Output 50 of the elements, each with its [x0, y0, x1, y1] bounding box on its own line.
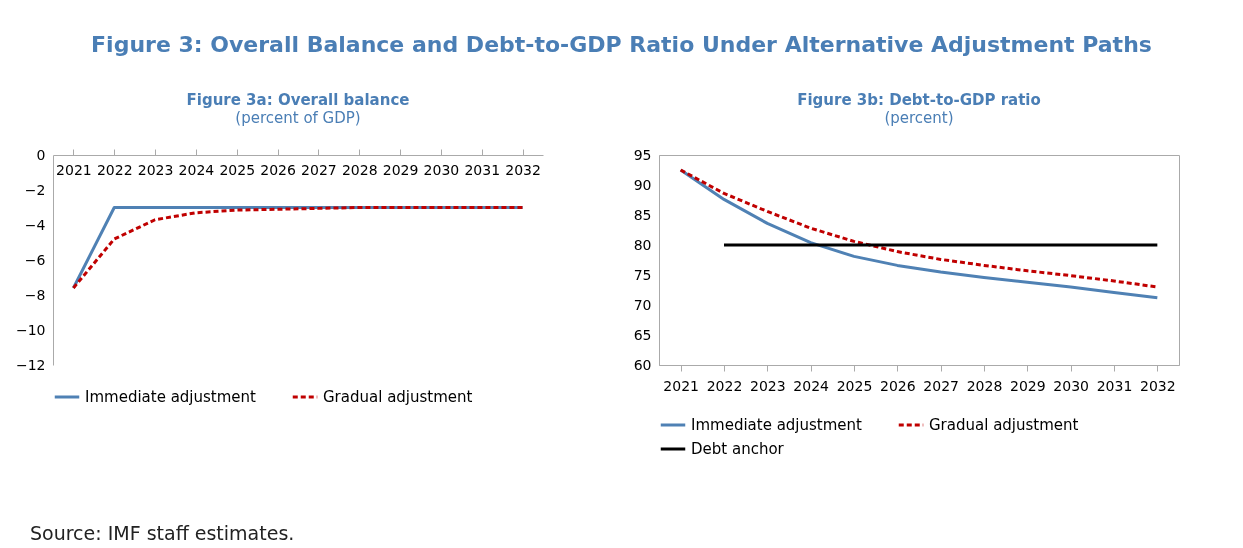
y-tick-label: −10: [15, 321, 46, 338]
x-tick-label: 2031: [464, 161, 501, 178]
x-tick-label: 2021: [56, 161, 92, 178]
x-tick-label: 2024: [178, 161, 215, 178]
x-tick-label: 2031: [1096, 377, 1133, 394]
x-tick-label: 2026: [880, 377, 916, 394]
y-tick-label: −2: [24, 181, 46, 198]
caption: Figure 3: Overall Balance and Debt-to-GDP Ratio Under Alternative Adjustment Paths: [90, 32, 1153, 57]
x-tick-label: 2023: [750, 377, 786, 394]
x-tick-label: 2027: [923, 377, 959, 394]
y-tick-label: −6: [24, 251, 46, 268]
source-note: Source: IMF staff estimates.: [30, 522, 295, 544]
y-tick-label: 90: [633, 176, 652, 193]
legend-label: Immediate adjustment: [85, 388, 257, 406]
legend-label: Gradual adjustment: [323, 388, 473, 406]
x-tick-label: 2022: [96, 161, 133, 178]
x-tick-label: 2032: [505, 161, 541, 178]
legend-label: Immediate adjustment: [691, 416, 863, 434]
chart-subtitle: (percent of GDP): [235, 109, 361, 127]
x-tick-label: 2030: [423, 161, 460, 178]
x-tick-label: 2024: [793, 377, 830, 394]
y-tick-label: 70: [633, 296, 652, 313]
x-tick-label: 2027: [301, 161, 337, 178]
x-tick-label: 2023: [137, 161, 174, 178]
y-tick-label: 0: [36, 146, 46, 163]
x-tick-label: 2030: [1053, 377, 1089, 394]
x-tick-label: 2022: [706, 377, 743, 394]
y-tick-label: 80: [633, 236, 652, 253]
y-tick-label: 75: [633, 266, 652, 283]
x-tick-label: 2028: [341, 161, 378, 178]
x-tick-label: 2026: [260, 161, 296, 178]
chart-title: Figure 3a: Overall balance: [186, 91, 410, 109]
y-tick-label: 85: [633, 206, 652, 223]
y-tick-label: −4: [24, 216, 46, 233]
legend-label: Gradual adjustment: [929, 416, 1079, 434]
y-tick-label: −12: [15, 356, 46, 373]
x-tick-label: 2025: [836, 377, 873, 394]
x-tick-label: 2025: [219, 161, 256, 178]
x-tick-label: 2021: [663, 377, 699, 394]
legend-label: Debt anchor: [691, 440, 785, 458]
chart-subtitle: (percent): [884, 109, 954, 127]
x-tick-label: 2029: [382, 161, 419, 178]
y-tick-label: −8: [24, 286, 46, 303]
x-tick-label: 2032: [1140, 377, 1176, 394]
y-tick-label: 65: [633, 326, 652, 343]
x-tick-label: 2029: [1010, 377, 1046, 394]
y-tick-label: 60: [633, 356, 652, 373]
y-tick-label: 95: [633, 146, 652, 163]
chart-title: Figure 3b: Debt-to-GDP ratio: [797, 91, 1041, 109]
x-tick-label: 2028: [966, 377, 1003, 394]
